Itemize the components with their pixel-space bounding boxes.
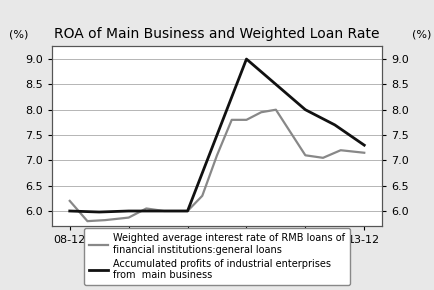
Text: (%): (%) xyxy=(411,29,431,39)
Legend: Weighted average interest rate of RMB loans of
financial institutions:general lo: Weighted average interest rate of RMB lo… xyxy=(84,228,350,285)
Text: (%): (%) xyxy=(9,29,29,39)
Title: ROA of Main Business and Weighted Loan Rate: ROA of Main Business and Weighted Loan R… xyxy=(54,27,380,41)
